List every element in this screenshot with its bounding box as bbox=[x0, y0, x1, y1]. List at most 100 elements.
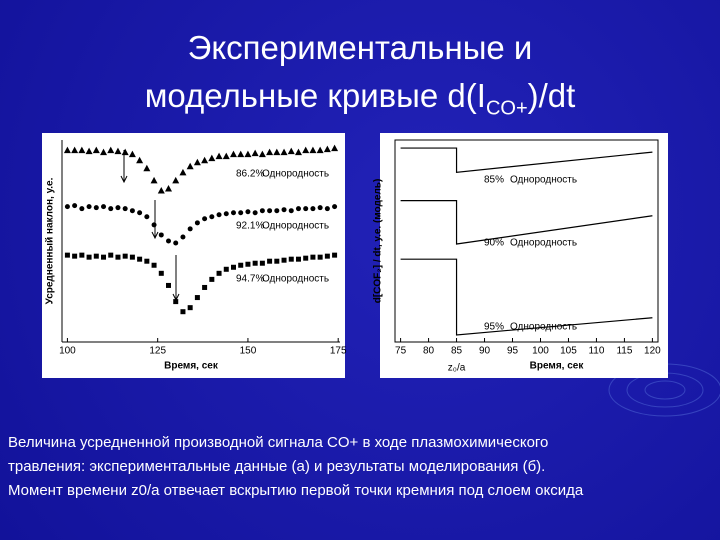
marker bbox=[86, 204, 92, 210]
marker bbox=[101, 204, 107, 210]
marker-label: z₀/a bbox=[448, 363, 466, 374]
marker bbox=[143, 164, 151, 172]
marker bbox=[237, 150, 245, 158]
marker bbox=[137, 256, 143, 262]
marker bbox=[173, 299, 179, 305]
marker bbox=[310, 254, 316, 260]
marker bbox=[194, 295, 200, 301]
marker bbox=[281, 207, 287, 213]
marker bbox=[202, 216, 208, 222]
annotation-note: Однородность bbox=[262, 221, 329, 232]
marker bbox=[107, 146, 115, 154]
marker bbox=[216, 212, 222, 218]
marker bbox=[229, 150, 237, 158]
marker bbox=[266, 148, 274, 156]
x-tick-label: 95 bbox=[507, 346, 519, 357]
x-tick-label: 80 bbox=[423, 346, 435, 357]
marker bbox=[201, 156, 209, 164]
marker bbox=[252, 260, 258, 266]
x-tick-label: 175 bbox=[330, 346, 347, 357]
marker bbox=[78, 146, 86, 154]
y-axis-label: Усредненный наклон, у.е. bbox=[45, 177, 56, 304]
marker bbox=[158, 270, 164, 276]
annotation-note: Однородность bbox=[262, 169, 329, 180]
marker bbox=[101, 254, 107, 260]
marker bbox=[331, 144, 339, 152]
marker bbox=[317, 254, 323, 260]
x-tick-label: 105 bbox=[560, 346, 577, 357]
marker bbox=[115, 254, 121, 260]
marker bbox=[230, 264, 236, 270]
marker bbox=[92, 146, 100, 154]
marker bbox=[288, 208, 294, 214]
marker bbox=[180, 309, 186, 315]
marker bbox=[108, 206, 114, 212]
marker bbox=[281, 257, 287, 263]
annotation: 86.2% bbox=[236, 169, 264, 180]
marker bbox=[144, 258, 150, 264]
marker bbox=[129, 208, 135, 214]
marker bbox=[288, 256, 294, 262]
marker bbox=[86, 254, 92, 260]
annotation-note: Однородность bbox=[510, 238, 577, 249]
marker bbox=[202, 284, 208, 290]
title: модельные кривые d(ICO+)/dt bbox=[0, 76, 720, 129]
marker bbox=[72, 253, 78, 259]
marker bbox=[208, 154, 216, 162]
marker bbox=[165, 184, 173, 192]
marker bbox=[114, 147, 122, 155]
annotation: 95% bbox=[484, 322, 504, 333]
marker bbox=[115, 205, 121, 211]
title-sub: CO+ bbox=[485, 97, 528, 120]
x-tick-label: 125 bbox=[149, 346, 166, 357]
marker bbox=[267, 208, 273, 214]
annotation-note: Однородность bbox=[510, 322, 577, 333]
marker bbox=[316, 146, 324, 154]
marker bbox=[267, 258, 273, 264]
annotation: 85% bbox=[484, 175, 504, 186]
marker bbox=[324, 253, 330, 259]
marker bbox=[230, 210, 236, 216]
marker bbox=[122, 206, 128, 212]
x-axis-label: Время, сек bbox=[530, 361, 585, 372]
marker bbox=[222, 152, 230, 160]
marker bbox=[245, 261, 251, 267]
marker bbox=[151, 222, 157, 228]
marker bbox=[150, 176, 158, 184]
caption: Момент времени z0/a отвечает вскрытию пе… bbox=[8, 482, 584, 499]
line bbox=[400, 200, 653, 245]
marker bbox=[209, 214, 215, 220]
marker bbox=[64, 204, 70, 210]
x-tick-label: 150 bbox=[240, 346, 257, 357]
marker bbox=[238, 262, 244, 268]
marker bbox=[79, 252, 85, 258]
annotation-note: Однородность bbox=[262, 274, 329, 285]
figure-a bbox=[42, 133, 345, 378]
marker bbox=[303, 206, 309, 212]
marker bbox=[238, 210, 244, 216]
marker bbox=[324, 206, 330, 212]
marker bbox=[209, 276, 215, 282]
marker bbox=[173, 240, 179, 246]
x-axis-label: Время, сек bbox=[164, 361, 219, 372]
marker bbox=[244, 150, 252, 158]
marker bbox=[136, 156, 144, 164]
marker bbox=[137, 210, 143, 216]
marker bbox=[295, 206, 301, 212]
plot-frame bbox=[394, 139, 659, 343]
arrow-head bbox=[120, 175, 128, 184]
annotation: 92.1% bbox=[236, 221, 264, 232]
annotation: 94.7% bbox=[236, 274, 264, 285]
marker bbox=[251, 149, 259, 157]
marker bbox=[187, 305, 193, 311]
marker bbox=[180, 234, 186, 240]
marker bbox=[193, 158, 201, 166]
caption: Величина усредненной производной сигнала… bbox=[8, 434, 549, 451]
marker bbox=[259, 208, 265, 214]
x-tick-label: 115 bbox=[616, 346, 632, 357]
title: Экспериментальные и bbox=[187, 29, 533, 66]
title-part: )/dt bbox=[527, 77, 576, 114]
marker bbox=[100, 148, 108, 156]
